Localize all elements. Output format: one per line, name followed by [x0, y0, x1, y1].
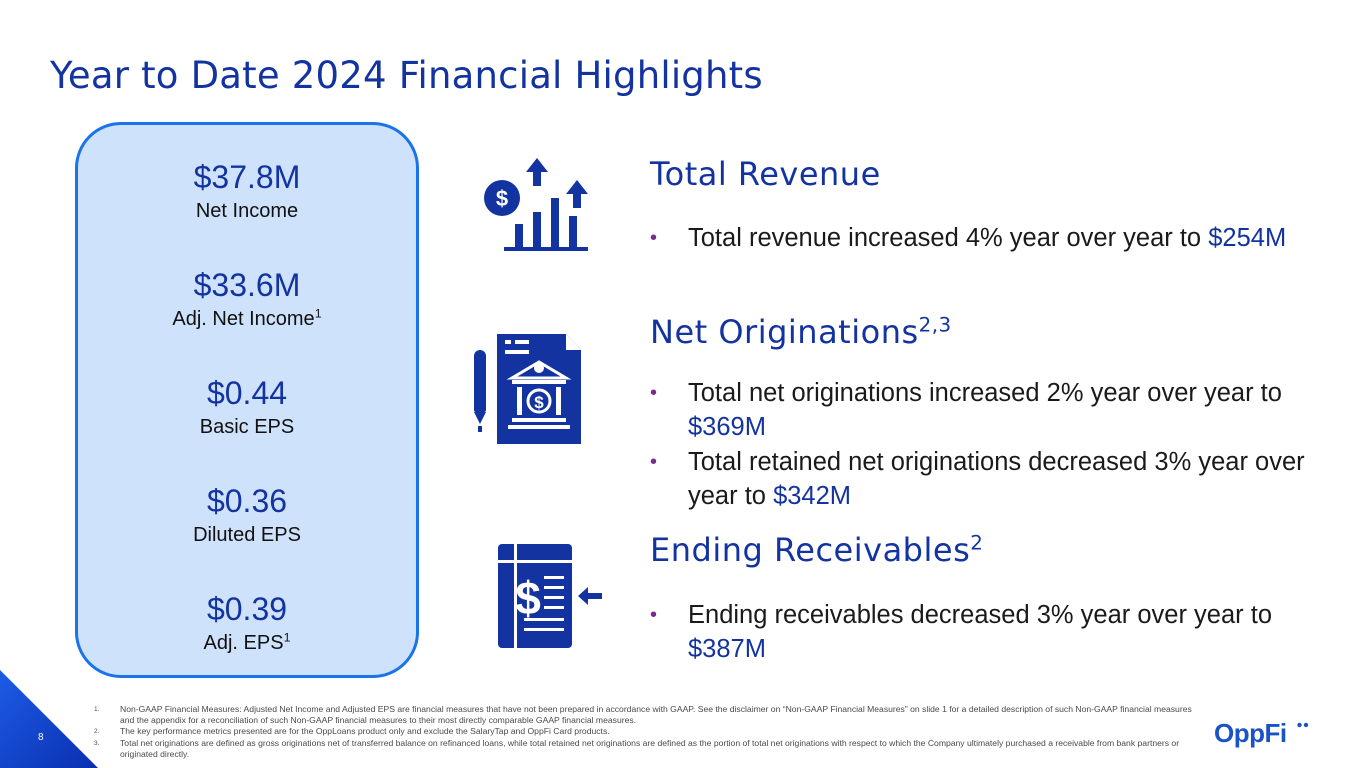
revenue-growth-icon: $: [484, 158, 588, 251]
oppfi-logo: OppFi: [1214, 718, 1287, 748]
footnote-3: 3. Total net originations are defined as…: [94, 738, 1204, 760]
metric-basic-eps: $0.44 Basic EPS: [78, 375, 416, 439]
metric-label: Basic EPS: [199, 416, 295, 438]
bullet-highlight-value: $254M: [1208, 224, 1287, 252]
bullet-marker: •: [650, 227, 658, 249]
bullet-highlight-value: $369M: [688, 413, 766, 441]
footnote-number: 3.: [94, 739, 100, 747]
metric-label: Net Income: [195, 200, 299, 222]
metric-diluted-eps: $0.36 Diluted EPS: [78, 483, 416, 547]
footnote-ref: 2: [970, 531, 984, 555]
page-number: 8: [38, 732, 44, 743]
footnote-text: The key performance metrics presented ar…: [120, 726, 610, 737]
bullet-retained-net-originations: • Total retained net originations decrea…: [650, 445, 1350, 513]
footnote-number: 2.: [94, 728, 100, 736]
metric-adj-eps: $0.39 Adj. EPS1: [78, 591, 416, 655]
bullet-highlight-value: $342M: [773, 482, 852, 510]
slide-title: Year to Date 2024 Financial Highlights: [50, 54, 763, 97]
footnote-2: 2. The key performance metrics presented…: [94, 726, 1204, 737]
section-title-ending-receivables: Ending Receivables2: [650, 531, 983, 569]
bullet-text: Ending receivables decreased 3% year ove…: [688, 601, 1272, 629]
bullet-net-originations: • Total net originations increased 2% ye…: [650, 376, 1350, 444]
svg-text:$: $: [496, 186, 508, 211]
bank-document-icon: $: [474, 334, 581, 444]
section-title-text: Ending Receivables: [650, 531, 971, 569]
bullet-text: Total net originations increased 2% year…: [688, 379, 1282, 407]
corner-decoration: [0, 670, 98, 768]
bullet-marker: •: [650, 451, 658, 473]
footnote-number: 1.: [94, 706, 100, 713]
metric-adj-net-income: $33.6M Adj. Net Income1: [78, 267, 416, 331]
bullet-highlight-value: $387M: [688, 635, 766, 663]
bullet-marker: •: [650, 382, 658, 404]
footnote-text: Total net originations are defined as gr…: [120, 737, 1180, 759]
metric-net-income: $37.8M Net Income: [78, 159, 416, 223]
logo-dots-icon: [1297, 722, 1309, 728]
metrics-card: $37.8M Net Income $33.6M Adj. Net Income…: [75, 122, 419, 678]
section-title-net-originations: Net Originations2,3: [650, 313, 952, 351]
bullet-ending-receivables: • Ending receivables decreased 3% year o…: [650, 598, 1350, 666]
metric-value: $0.39: [206, 591, 288, 627]
footnotes: 1. Non-GAAP Financial Measures: Adjusted…: [94, 704, 1204, 760]
bullet-total-revenue: • Total revenue increased 4% year over y…: [650, 221, 1350, 255]
metric-value: $37.8M: [193, 159, 301, 195]
metric-value: $33.6M: [193, 267, 301, 303]
footnote-text: Non-GAAP Financial Measures: Adjusted Ne…: [120, 704, 1192, 726]
footnote-ref: 1: [314, 306, 322, 321]
svg-text:$: $: [515, 572, 541, 624]
section-title-text: Net Originations: [650, 313, 919, 351]
footnote-ref: 2,3: [918, 313, 952, 337]
metric-value: $0.44: [206, 375, 288, 411]
svg-text:$: $: [534, 393, 544, 412]
footnote-ref: 1: [283, 630, 291, 645]
section-title-total-revenue: Total Revenue: [650, 155, 881, 193]
metric-label: Adj. Net Income: [172, 308, 315, 330]
bullet-text: Total retained net originations decrease…: [688, 448, 1305, 510]
metric-label: Adj. EPS: [203, 632, 284, 654]
bullet-marker: •: [650, 604, 658, 626]
metric-label: Diluted EPS: [193, 524, 301, 546]
footnote-1: 1. Non-GAAP Financial Measures: Adjusted…: [94, 704, 1204, 726]
receivables-ledger-icon: $: [498, 544, 602, 648]
metric-value: $0.36: [206, 483, 288, 519]
bullet-text: Total revenue increased 4% year over yea…: [688, 224, 1202, 252]
